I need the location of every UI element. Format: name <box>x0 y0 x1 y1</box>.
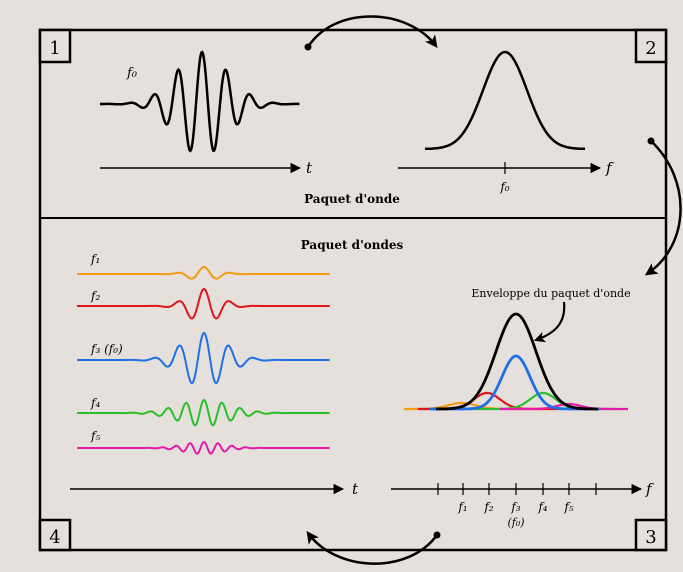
wave-f5 <box>77 441 330 455</box>
top-freq-axis-label: f <box>605 159 614 177</box>
corner-label-2: 2 <box>645 38 656 59</box>
wave-label-f1: f₁ <box>90 252 100 266</box>
freq-axis-tick-label-f2: f₂ <box>483 500 493 514</box>
corner-box-4: 4 <box>38 518 72 552</box>
wave-f1 <box>77 266 330 280</box>
bottom-freq-axis-label: f <box>645 480 654 498</box>
freq-axis-tick-label-f3: f₃ <box>510 500 520 514</box>
wave-label-f2: f₂ <box>90 289 100 303</box>
freq-axis-tick-label-f5: f₅ <box>563 500 573 514</box>
wave-label-f5: f₅ <box>90 429 100 443</box>
corner-label-1: 1 <box>49 38 60 59</box>
cycle-arrow-3-to-4 <box>306 530 439 565</box>
corner-label-4: 4 <box>49 527 60 548</box>
top-freq-tick-label: f₀ <box>499 180 509 194</box>
corner-label-3: 3 <box>645 527 656 548</box>
top-gaussian-spectrum <box>424 50 586 151</box>
corner-box-3: 3 <box>634 518 668 552</box>
top-caption: Paquet d'onde <box>304 192 400 206</box>
bottom-time-axis-label: t <box>352 480 359 498</box>
wave-f3 <box>77 332 330 385</box>
top-wave-label: f₀ <box>126 66 138 81</box>
envelope-label: Enveloppe du paquet d'onde <box>471 287 630 300</box>
cycle-arrow-2-to-3 <box>644 140 682 276</box>
envelope-pointer-arrow <box>533 301 566 343</box>
top-wave-packet <box>100 50 300 153</box>
wave-f2 <box>77 287 330 320</box>
cycle-arrow-3-tail-dot <box>433 531 441 539</box>
bottom-title: Paquet d'ondes <box>301 238 404 252</box>
freq-tick-sub-label: (f₀) <box>507 516 524 529</box>
freq-axis-tick-label-f1: f₁ <box>457 500 467 514</box>
main-frame <box>38 28 668 552</box>
corner-box-2: 2 <box>634 28 668 64</box>
corner-box-1: 1 <box>38 28 72 64</box>
wave-label-f3: f₃ (f₀) <box>90 342 123 356</box>
wave-f4 <box>77 399 330 427</box>
cycle-arrow-1-to-2 <box>306 15 438 49</box>
bottom-freq-ticks: f₁ f₂ f₃ f₄ f₅ <box>437 483 597 514</box>
spectrum-f3 <box>430 354 600 411</box>
cycle-arrow-1-tail-dot <box>304 43 312 51</box>
top-time-axis-label: t <box>306 159 313 177</box>
wave-label-f4: f₄ <box>90 396 100 410</box>
cycle-arrow-2-tail-dot <box>647 137 655 145</box>
freq-axis-tick-label-f4: f₄ <box>537 500 547 514</box>
envelope-curve <box>436 312 598 411</box>
